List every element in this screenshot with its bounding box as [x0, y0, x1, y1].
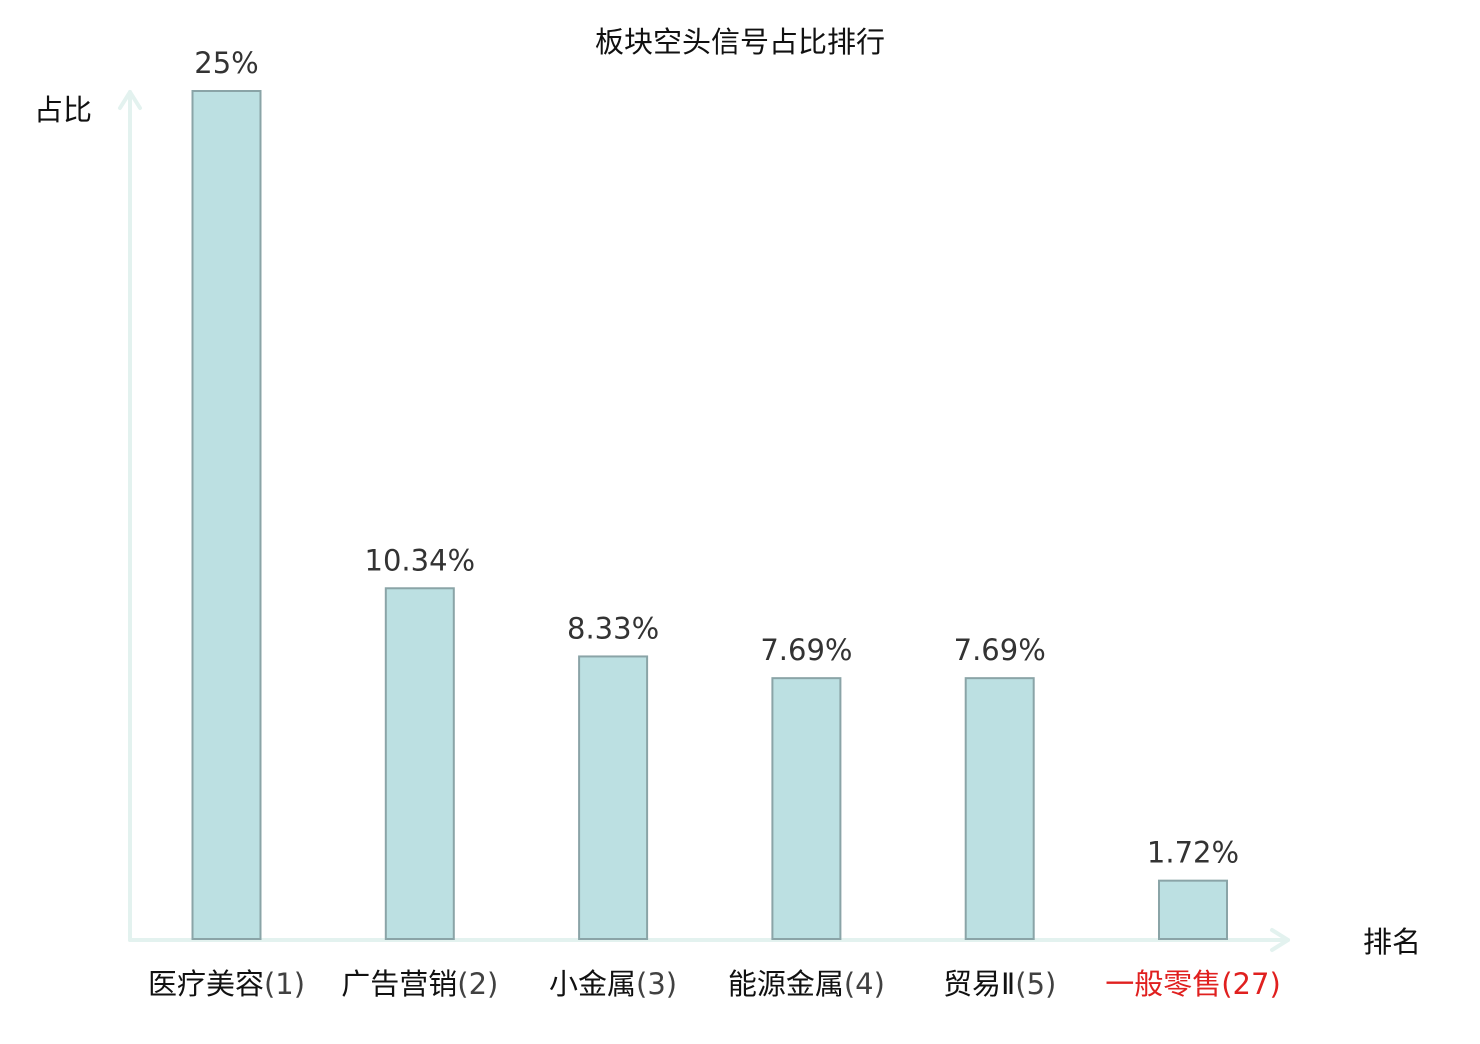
category-name: 小金属	[549, 967, 636, 1001]
category-rank: (1)	[264, 967, 305, 1001]
chart-title: 板块空头信号占比排行	[595, 25, 885, 59]
bar	[771, 677, 842, 940]
category-name: 贸易Ⅱ	[943, 967, 1015, 1001]
category-label: 小金属(3)	[549, 967, 677, 1001]
category-name: 能源金属	[728, 967, 844, 1001]
bar	[964, 677, 1035, 940]
x-axis-label: 排名	[1363, 925, 1421, 959]
bar	[578, 655, 649, 940]
bar-value-label: 25%	[194, 46, 258, 80]
bar-value-label: 8.33%	[567, 611, 659, 645]
category-rank: (27)	[1221, 967, 1281, 1001]
x-axis-arrow-icon	[1270, 928, 1290, 952]
bar	[1158, 879, 1228, 940]
category-rank: (2)	[457, 967, 498, 1001]
bar	[384, 587, 455, 940]
category-name: 医疗美容	[148, 967, 264, 1001]
category-rank: (5)	[1015, 967, 1056, 1001]
category-labels-group: 医疗美容(1) 广告营销(2) 小金属(3) 能源金属(4) 贸易Ⅱ(5) 一般零售(27…	[148, 967, 1281, 1001]
category-name: 一般零售	[1105, 967, 1221, 1001]
bars-group	[191, 90, 1228, 940]
y-axis-label: 占比	[34, 93, 92, 127]
bar-value-label: 1.72%	[1147, 836, 1239, 870]
category-label: 一般零售(27)	[1105, 967, 1281, 1001]
bar-value-label: 7.69%	[760, 633, 852, 667]
category-label: 广告营销(2)	[341, 967, 498, 1001]
category-rank: (4)	[844, 967, 885, 1001]
bar-value-label: 10.34%	[365, 543, 476, 577]
category-label: 能源金属(4)	[728, 967, 885, 1001]
y-axis-arrow-icon	[118, 90, 142, 110]
axes	[118, 90, 1290, 952]
category-label: 医疗美容(1)	[148, 967, 305, 1001]
category-rank: (3)	[636, 967, 677, 1001]
bar	[191, 90, 262, 940]
value-labels-group: 25% 10.34% 8.33% 7.69% 7.69% 1.72%	[194, 46, 1239, 870]
category-label: 贸易Ⅱ(5)	[943, 967, 1056, 1001]
bar-value-label: 7.69%	[954, 633, 1046, 667]
category-name: 广告营销	[341, 967, 457, 1001]
